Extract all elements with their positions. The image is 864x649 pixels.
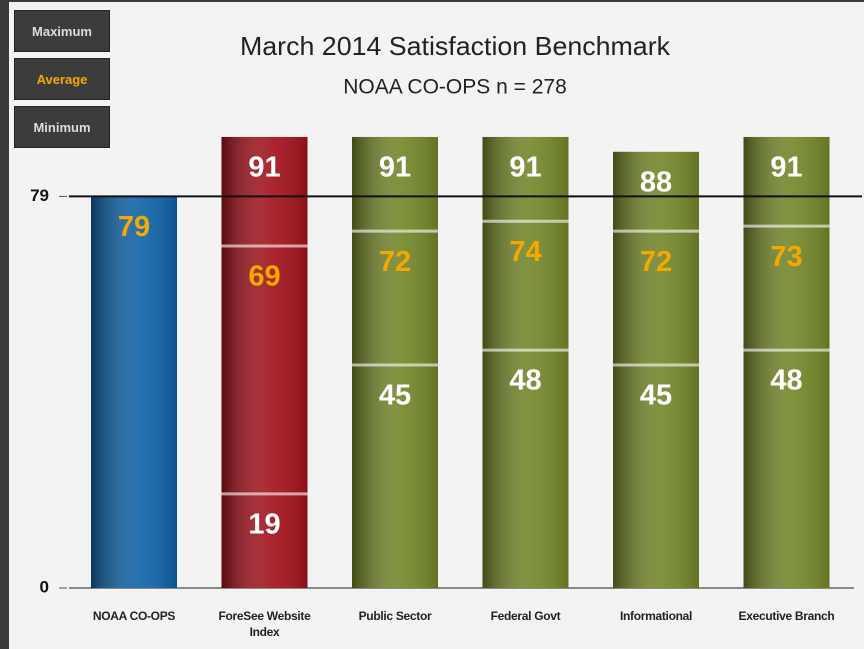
value-label: 19	[248, 508, 280, 540]
value-label: 45	[379, 380, 411, 412]
chart-title: March 2014 Satisfaction Benchmark	[240, 31, 671, 61]
bar-shade	[613, 151, 699, 588]
x-tick-label: Public Sector	[358, 609, 432, 623]
x-tick-label: Federal Govt	[490, 609, 561, 623]
bar-shade	[743, 136, 830, 588]
bar-shade	[221, 136, 308, 588]
x-tick-label: Informational	[619, 609, 693, 623]
y-tick-label: 0	[40, 577, 49, 596]
value-label: 45	[640, 380, 672, 412]
chart: March 2014 Satisfaction Benchmark NOAA C…	[30, 31, 862, 596]
legend-button[interactable]: Maximum	[14, 10, 110, 52]
value-label: 91	[509, 152, 541, 184]
value-label: 72	[379, 246, 411, 278]
x-tick-label: ForeSee Website Index	[218, 609, 311, 639]
value-label: 74	[509, 236, 541, 268]
value-label: 91	[248, 152, 280, 184]
value-label: 73	[770, 241, 802, 273]
y-tick-label: 79	[30, 186, 49, 205]
value-label: 69	[248, 261, 280, 293]
value-label: 88	[640, 166, 672, 198]
x-tick-label: Executive Branch	[738, 609, 835, 623]
bar-shade	[91, 196, 177, 588]
value-label: 48	[770, 365, 802, 397]
chart-subtitle: NOAA CO-OPS n = 278	[343, 76, 567, 99]
value-label: 91	[379, 152, 411, 184]
x-tick-label: NOAA CO-OPS	[92, 609, 176, 623]
value-label: 79	[118, 211, 150, 243]
value-label: 48	[509, 365, 541, 397]
value-label: 91	[770, 152, 802, 184]
legend-button[interactable]: Minimum	[14, 106, 110, 148]
legend-button[interactable]: Average	[14, 58, 110, 100]
bar-shade	[352, 136, 438, 588]
value-label: 72	[640, 246, 672, 278]
bar-shade	[482, 136, 569, 588]
